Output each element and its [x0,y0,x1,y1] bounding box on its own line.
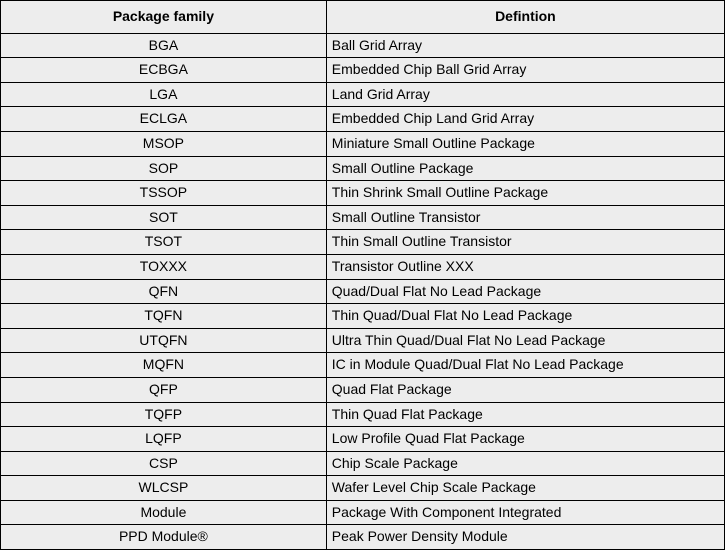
cell-definition: Ultra Thin Quad/Dual Flat No Lead Packag… [326,328,724,353]
cell-package-family: LQFP [1,427,327,452]
table-row: SOTSmall Outline Transistor [1,205,725,230]
table-row: QFNQuad/Dual Flat No Lead Package [1,279,725,304]
cell-definition: Thin Shrink Small Outline Package [326,181,724,206]
cell-package-family: BGA [1,33,327,58]
table-row: TSSOPThin Shrink Small Outline Package [1,181,725,206]
cell-definition: Ball Grid Array [326,33,724,58]
cell-package-family: Module [1,500,327,525]
cell-definition: Embedded Chip Land Grid Array [326,107,724,132]
table-row: TSOTThin Small Outline Transistor [1,230,725,255]
cell-package-family: SOT [1,205,327,230]
table-row: WLCSPWafer Level Chip Scale Package [1,476,725,501]
cell-definition: Quad Flat Package [326,377,724,402]
cell-definition: IC in Module Quad/Dual Flat No Lead Pack… [326,353,724,378]
table-row: CSPChip Scale Package [1,451,725,476]
cell-definition: Package With Component Integrated [326,500,724,525]
cell-package-family: LGA [1,82,327,107]
cell-definition: Thin Quad/Dual Flat No Lead Package [326,304,724,329]
header-package-family: Package family [1,1,327,34]
cell-package-family: TQFN [1,304,327,329]
package-table: Package family Defintion BGABall Grid Ar… [0,0,725,550]
cell-definition: Land Grid Array [326,82,724,107]
table-row: SOPSmall Outline Package [1,156,725,181]
cell-package-family: TQFP [1,402,327,427]
cell-package-family: TOXXX [1,254,327,279]
table-row: PPD Module®Peak Power Density Module [1,525,725,550]
cell-definition: Small Outline Package [326,156,724,181]
table-row: BGABall Grid Array [1,33,725,58]
table-row: TOXXXTransistor Outline XXX [1,254,725,279]
cell-package-family: CSP [1,451,327,476]
cell-package-family: SOP [1,156,327,181]
table-row: ModulePackage With Component Integrated [1,500,725,525]
cell-package-family: MQFN [1,353,327,378]
cell-package-family: ECLGA [1,107,327,132]
table-row: MQFNIC in Module Quad/Dual Flat No Lead … [1,353,725,378]
header-row: Package family Defintion [1,1,725,34]
table-row: QFPQuad Flat Package [1,377,725,402]
cell-definition: Embedded Chip Ball Grid Array [326,58,724,83]
cell-package-family: QFN [1,279,327,304]
table-head: Package family Defintion [1,1,725,34]
table-row: ECLGAEmbedded Chip Land Grid Array [1,107,725,132]
cell-definition: Peak Power Density Module [326,525,724,550]
table-body: BGABall Grid ArrayECBGAEmbedded Chip Bal… [1,33,725,549]
cell-package-family: WLCSP [1,476,327,501]
table-row: TQFPThin Quad Flat Package [1,402,725,427]
cell-definition: Wafer Level Chip Scale Package [326,476,724,501]
table-row: MSOPMiniature Small Outline Package [1,131,725,156]
cell-package-family: TSSOP [1,181,327,206]
cell-definition: Small Outline Transistor [326,205,724,230]
cell-definition: Miniature Small Outline Package [326,131,724,156]
cell-package-family: PPD Module® [1,525,327,550]
header-definition: Defintion [326,1,724,34]
cell-package-family: QFP [1,377,327,402]
table-row: ECBGAEmbedded Chip Ball Grid Array [1,58,725,83]
cell-definition: Transistor Outline XXX [326,254,724,279]
cell-package-family: UTQFN [1,328,327,353]
cell-package-family: MSOP [1,131,327,156]
cell-definition: Chip Scale Package [326,451,724,476]
package-table-wrap: Package family Defintion BGABall Grid Ar… [0,0,725,550]
cell-definition: Low Profile Quad Flat Package [326,427,724,452]
table-row: UTQFNUltra Thin Quad/Dual Flat No Lead P… [1,328,725,353]
cell-package-family: TSOT [1,230,327,255]
cell-definition: Quad/Dual Flat No Lead Package [326,279,724,304]
cell-package-family: ECBGA [1,58,327,83]
cell-definition: Thin Small Outline Transistor [326,230,724,255]
cell-definition: Thin Quad Flat Package [326,402,724,427]
table-row: LQFPLow Profile Quad Flat Package [1,427,725,452]
table-row: TQFNThin Quad/Dual Flat No Lead Package [1,304,725,329]
table-row: LGALand Grid Array [1,82,725,107]
